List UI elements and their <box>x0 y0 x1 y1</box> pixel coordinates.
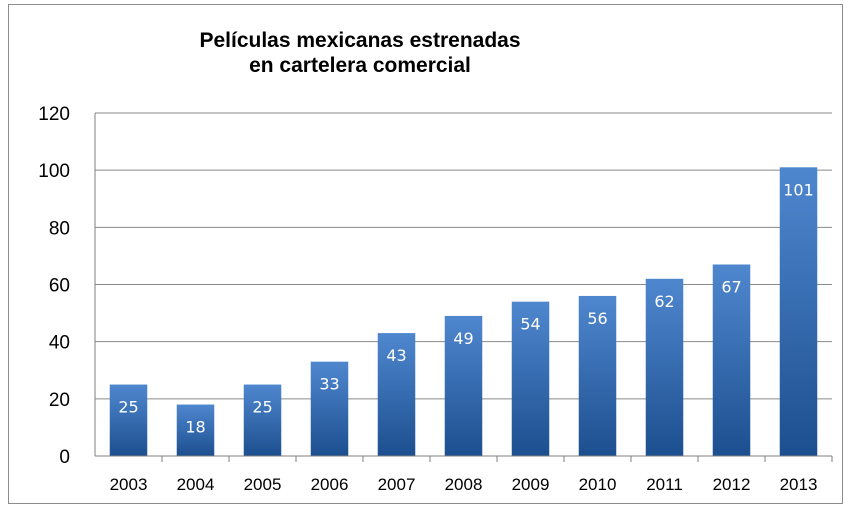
x-tick-label: 2011 <box>646 475 683 494</box>
bar-value-label: 25 <box>118 398 138 417</box>
bar-value-label: 18 <box>185 418 205 437</box>
bar <box>712 264 751 456</box>
bar <box>109 384 148 456</box>
y-tick-label: 0 <box>59 447 70 468</box>
bar-value-label: 54 <box>520 315 540 334</box>
bar <box>310 361 349 456</box>
bar <box>377 333 416 456</box>
x-tick-label: 2010 <box>579 475 617 494</box>
bar <box>444 315 483 456</box>
x-tick-label: 2013 <box>780 475 818 494</box>
bar <box>243 384 282 456</box>
bar-value-label: 43 <box>386 346 406 365</box>
chart-title: Películas mexicanas estrenadas en cartel… <box>150 28 570 78</box>
x-tick-label: 2012 <box>713 475 751 494</box>
bar <box>578 295 617 456</box>
y-tick-label: 60 <box>49 276 70 297</box>
chart-title-line-1: Películas mexicanas estrenadas <box>199 29 521 52</box>
bar <box>645 278 684 456</box>
x-tick-label: 2005 <box>244 475 282 494</box>
y-axis: 0 20 40 60 80 100 120 <box>38 104 96 468</box>
y-tick-label: 120 <box>38 104 70 125</box>
x-tick-label: 2004 <box>177 475 215 494</box>
x-tick-label: 2007 <box>378 475 416 494</box>
y-tick-label: 20 <box>49 390 70 411</box>
bars: 25 18 25 33 43 49 54 56 62 67 101 <box>109 167 818 456</box>
bar <box>176 404 215 456</box>
x-tick-label: 2009 <box>512 475 550 494</box>
x-tick-label: 2003 <box>110 475 148 494</box>
bar-value-label: 67 <box>721 277 741 296</box>
bar-value-label: 49 <box>453 329 473 348</box>
chart-title-line-2: en cartelera comercial <box>249 54 471 77</box>
x-tick-label: 2006 <box>311 475 349 494</box>
bar-value-label: 33 <box>319 375 339 394</box>
y-tick-label: 100 <box>38 161 70 182</box>
bar <box>779 167 818 456</box>
gridlines <box>95 112 832 400</box>
bar-value-label: 62 <box>654 292 674 311</box>
y-tick-label: 80 <box>49 218 70 239</box>
bar-value-label: 101 <box>783 180 814 199</box>
bar-value-label: 56 <box>587 309 607 328</box>
x-axis: 2003 2004 2005 2006 2007 2008 2009 2010 2011 2012… <box>95 455 833 494</box>
x-tick-label: 2008 <box>445 475 483 494</box>
bar-value-label: 25 <box>252 398 272 417</box>
y-tick-label: 40 <box>49 333 70 354</box>
bar <box>511 301 550 456</box>
